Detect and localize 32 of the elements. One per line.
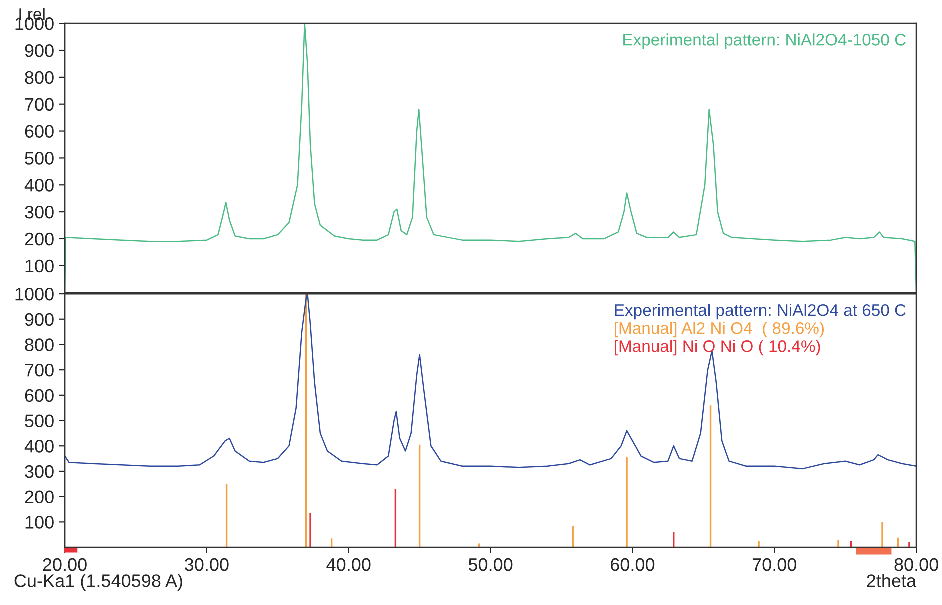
y-tick-label: 300 bbox=[25, 465, 54, 478]
x-axis-title: 2theta bbox=[867, 574, 917, 588]
y-tick-label: 600 bbox=[25, 125, 54, 138]
text: Cu-Ka1 (1.540598 A) bbox=[14, 574, 182, 591]
y-tick-label: 200 bbox=[25, 232, 54, 246]
x-tick-label: 60.00 bbox=[611, 558, 655, 572]
x-tick-label: 20.00 bbox=[43, 558, 87, 572]
text: [Manual] Ni O Ni O ( 10.4%) bbox=[615, 340, 820, 356]
y-tick-label: 800 bbox=[25, 71, 54, 84]
y-tick-label: 300 bbox=[25, 206, 54, 219]
y-tick-label: 200 bbox=[25, 490, 54, 504]
y-tick-label: 400 bbox=[24, 440, 54, 453]
text: Experimental pattern: NiAl2O4-1050 C bbox=[624, 34, 906, 50]
text: [Manual] Al2 Ni O4 ( 89.6%) bbox=[615, 322, 824, 338]
y-tick-label: 600 bbox=[25, 389, 54, 402]
x-tick-label: 40.00 bbox=[326, 558, 371, 572]
y-tick-label: 100 bbox=[26, 260, 54, 273]
y-tick-label: 500 bbox=[25, 152, 54, 165]
y-tick-label: 700 bbox=[25, 364, 54, 377]
x-tick-label: 50.00 bbox=[468, 558, 513, 572]
y-tick-label: 100 bbox=[26, 516, 54, 529]
y-tick-label: 800 bbox=[25, 338, 54, 352]
text: Experimental pattern: NiAl2O4 at 650 C bbox=[615, 304, 906, 320]
y-tick-label: 700 bbox=[25, 98, 54, 112]
y-tick-label: 500 bbox=[25, 414, 54, 428]
x-tick-label: 30.00 bbox=[185, 558, 229, 572]
x-tick-label: 70.00 bbox=[752, 558, 797, 572]
y-tick-label: 1000 bbox=[16, 288, 54, 301]
x-tick-label: 80.00 bbox=[894, 558, 938, 572]
y-tick-label: 900 bbox=[25, 313, 54, 326]
y-tick-label: 400 bbox=[24, 179, 54, 192]
y-tick-label: 900 bbox=[25, 44, 54, 58]
